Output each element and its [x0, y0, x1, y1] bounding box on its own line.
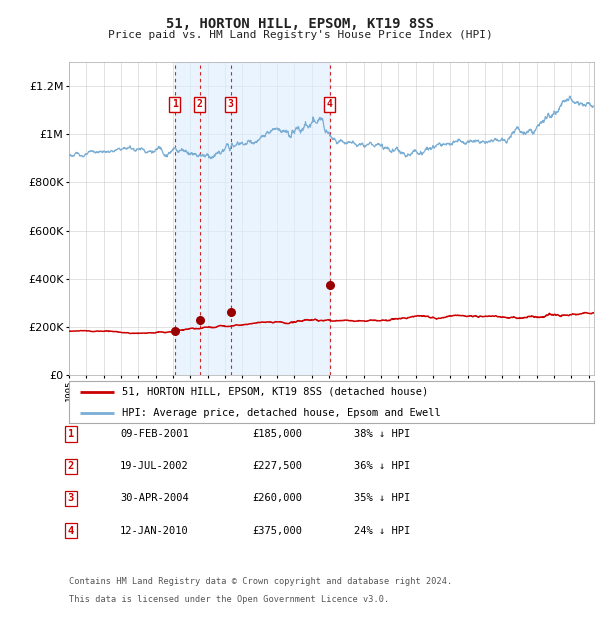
Text: 12-JAN-2010: 12-JAN-2010 — [120, 526, 189, 536]
Text: £227,500: £227,500 — [252, 461, 302, 471]
Text: £375,000: £375,000 — [252, 526, 302, 536]
Text: 38% ↓ HPI: 38% ↓ HPI — [354, 429, 410, 439]
Text: 36% ↓ HPI: 36% ↓ HPI — [354, 461, 410, 471]
Bar — [175, 62, 329, 375]
Text: 2: 2 — [68, 461, 74, 471]
Text: 51, HORTON HILL, EPSOM, KT19 8SS: 51, HORTON HILL, EPSOM, KT19 8SS — [166, 17, 434, 32]
Text: 4: 4 — [68, 526, 74, 536]
Text: 30-APR-2004: 30-APR-2004 — [120, 494, 189, 503]
Text: 51, HORTON HILL, EPSOM, KT19 8SS (detached house): 51, HORTON HILL, EPSOM, KT19 8SS (detach… — [121, 387, 428, 397]
Text: 3: 3 — [228, 99, 233, 109]
Text: 2: 2 — [197, 99, 203, 109]
Text: 35% ↓ HPI: 35% ↓ HPI — [354, 494, 410, 503]
Text: 3: 3 — [68, 494, 74, 503]
Text: 24% ↓ HPI: 24% ↓ HPI — [354, 526, 410, 536]
Text: 4: 4 — [326, 99, 332, 109]
Text: 1: 1 — [68, 429, 74, 439]
Text: 09-FEB-2001: 09-FEB-2001 — [120, 429, 189, 439]
Text: HPI: Average price, detached house, Epsom and Ewell: HPI: Average price, detached house, Epso… — [121, 408, 440, 418]
Text: This data is licensed under the Open Government Licence v3.0.: This data is licensed under the Open Gov… — [69, 595, 389, 604]
Text: £185,000: £185,000 — [252, 429, 302, 439]
Text: Price paid vs. HM Land Registry's House Price Index (HPI): Price paid vs. HM Land Registry's House … — [107, 30, 493, 40]
Text: 1: 1 — [172, 99, 178, 109]
Text: 19-JUL-2002: 19-JUL-2002 — [120, 461, 189, 471]
Text: £260,000: £260,000 — [252, 494, 302, 503]
Text: Contains HM Land Registry data © Crown copyright and database right 2024.: Contains HM Land Registry data © Crown c… — [69, 577, 452, 586]
